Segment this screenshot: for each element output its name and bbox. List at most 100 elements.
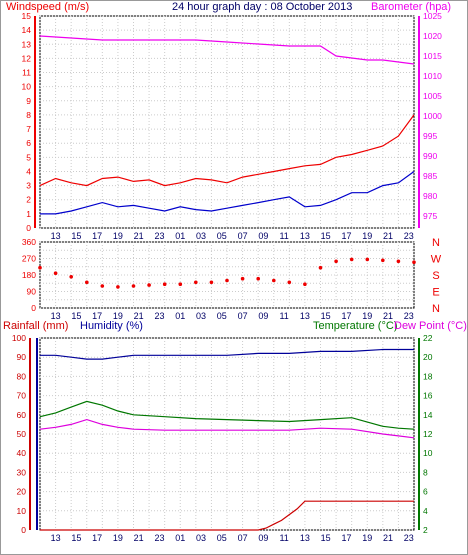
wind-y-tick-label: 2 [26, 195, 31, 205]
direction-x-tick-label: 21 [134, 311, 144, 321]
temperature-y-tick-label: 14 [423, 410, 433, 420]
rainfall-y-tick-label: 90 [17, 352, 27, 362]
wind-direction-point [209, 280, 214, 285]
wind-x-tick-label: 19 [113, 231, 123, 241]
wind-y-tick-label: 9 [26, 96, 31, 106]
wind-x-tick-label: 23 [404, 231, 414, 241]
temperature-y-tick-label: 4 [423, 506, 428, 516]
climate-x-tick-label: 17 [92, 533, 102, 543]
wind-x-tick-label: 21 [383, 231, 393, 241]
rainfall-y-tick-label: 10 [17, 506, 27, 516]
wind-direction-point [100, 284, 105, 288]
wind-average-line [40, 171, 415, 215]
wind-x-tick-label: 05 [217, 231, 227, 241]
barometer-y-tick-label: 1000 [423, 111, 442, 121]
wind-gust-line [39, 114, 415, 187]
wind-x-tick-label: 01 [175, 231, 185, 241]
direction-x-tick-label: 17 [341, 311, 351, 321]
climate-x-tick-label: 17 [341, 533, 351, 543]
dewpoint-axis-label: Dew Point (°C) [394, 320, 467, 332]
barometer-y-tick-label: 1005 [423, 91, 442, 101]
barometer-y-tick-label: 1010 [423, 71, 442, 81]
wind-direction-point [287, 280, 292, 285]
wind-x-tick-label: 15 [321, 231, 331, 241]
compass-label: E [432, 287, 439, 299]
direction-x-tick-label: 01 [175, 311, 185, 321]
climate-x-tick-label: 23 [154, 533, 164, 543]
direction-x-tick-label: 23 [404, 311, 414, 321]
direction-y-tick-label: 360 [22, 237, 36, 247]
temperature-y-tick-label: 10 [423, 448, 433, 458]
wind-direction-point [396, 259, 401, 264]
wind-axis-label: Windspeed (m/s) [6, 1, 89, 13]
dewpoint-line [39, 418, 415, 439]
wind-direction-point [131, 284, 136, 288]
wind-direction-point [178, 282, 183, 287]
wind-direction-point [303, 282, 307, 287]
temperature-y-tick-label: 6 [423, 487, 428, 497]
direction-y-tick-label: 90 [27, 287, 37, 297]
direction-y-tick-label: 0 [31, 303, 36, 313]
temperature-y-tick-label: 16 [423, 391, 433, 401]
wind-direction-point [318, 265, 323, 270]
rainfall-y-tick-label: 20 [17, 487, 27, 497]
wind-direction-point [69, 275, 73, 279]
humidity-line [40, 348, 414, 360]
barometer-y-tick-label: 990 [423, 151, 437, 161]
wind-x-tick-label: 21 [134, 231, 144, 241]
wind-direction-point [38, 265, 42, 270]
climate-x-tick-label: 03 [196, 533, 206, 543]
climate-x-tick-label: 13 [300, 533, 310, 543]
direction-x-tick-label: 09 [258, 311, 268, 321]
barometer-y-tick-label: 1020 [423, 31, 442, 41]
wind-direction-point [334, 259, 338, 264]
direction-x-tick-label: 19 [113, 311, 123, 321]
wind-direction-point [85, 280, 89, 285]
wind-y-tick-label: 11 [22, 68, 31, 78]
direction-x-tick-label: 17 [92, 311, 102, 321]
temperature-y-tick-label: 2 [423, 525, 428, 535]
climate-x-tick-label: 21 [383, 533, 393, 543]
wind-direction-point [256, 276, 261, 281]
direction-x-tick-label: 23 [154, 311, 164, 321]
wind-direction-point [272, 278, 276, 283]
wind-direction-point [349, 257, 354, 262]
direction-y-tick-label: 270 [22, 254, 36, 264]
humidity-axis-label: Humidity (%) [80, 320, 143, 332]
rainfall-y-tick-label: 60 [17, 410, 27, 420]
barometer-y-tick-label: 985 [423, 171, 437, 181]
wind-direction-point [240, 276, 245, 281]
direction-x-tick-label: 11 [279, 311, 288, 321]
wind-x-tick-label: 09 [258, 231, 268, 241]
compass-label: S [432, 270, 439, 282]
climate-x-tick-label: 21 [134, 533, 144, 543]
temperature-axis-label: Temperature (°C) [313, 320, 397, 332]
graph-title: 24 hour graph day : 08 October 2013 [172, 1, 352, 13]
wind-y-tick-label: 14 [22, 25, 32, 35]
wind-x-tick-label: 17 [341, 231, 351, 241]
temperature-y-tick-label: 8 [423, 467, 428, 477]
barometer-line [39, 35, 415, 65]
climate-x-tick-label: 19 [362, 533, 372, 543]
wind-y-tick-label: 3 [26, 181, 31, 191]
direction-x-tick-label: 03 [196, 311, 206, 321]
climate-x-tick-label: 09 [258, 533, 268, 543]
climate-x-tick-label: 01 [175, 533, 185, 543]
wind-x-tick-label: 07 [238, 231, 248, 241]
rainfall-y-tick-label: 70 [17, 391, 27, 401]
wind-y-tick-label: 6 [26, 138, 31, 148]
wind-x-tick-label: 19 [362, 231, 372, 241]
temperature-line [39, 400, 415, 430]
wind-x-tick-label: 03 [196, 231, 206, 241]
wind-direction-point [162, 282, 167, 287]
temperature-y-tick-label: 20 [423, 352, 433, 362]
direction-x-tick-label: 05 [217, 311, 227, 321]
wind-x-tick-label: 13 [300, 231, 310, 241]
rainfall-y-tick-label: 100 [12, 333, 26, 343]
direction-x-tick-label: 07 [238, 311, 248, 321]
wind-x-tick-label: 15 [71, 231, 81, 241]
barometer-y-tick-label: 995 [423, 131, 437, 141]
climate-x-tick-label: 05 [217, 533, 227, 543]
direction-x-tick-label: 15 [71, 311, 81, 321]
